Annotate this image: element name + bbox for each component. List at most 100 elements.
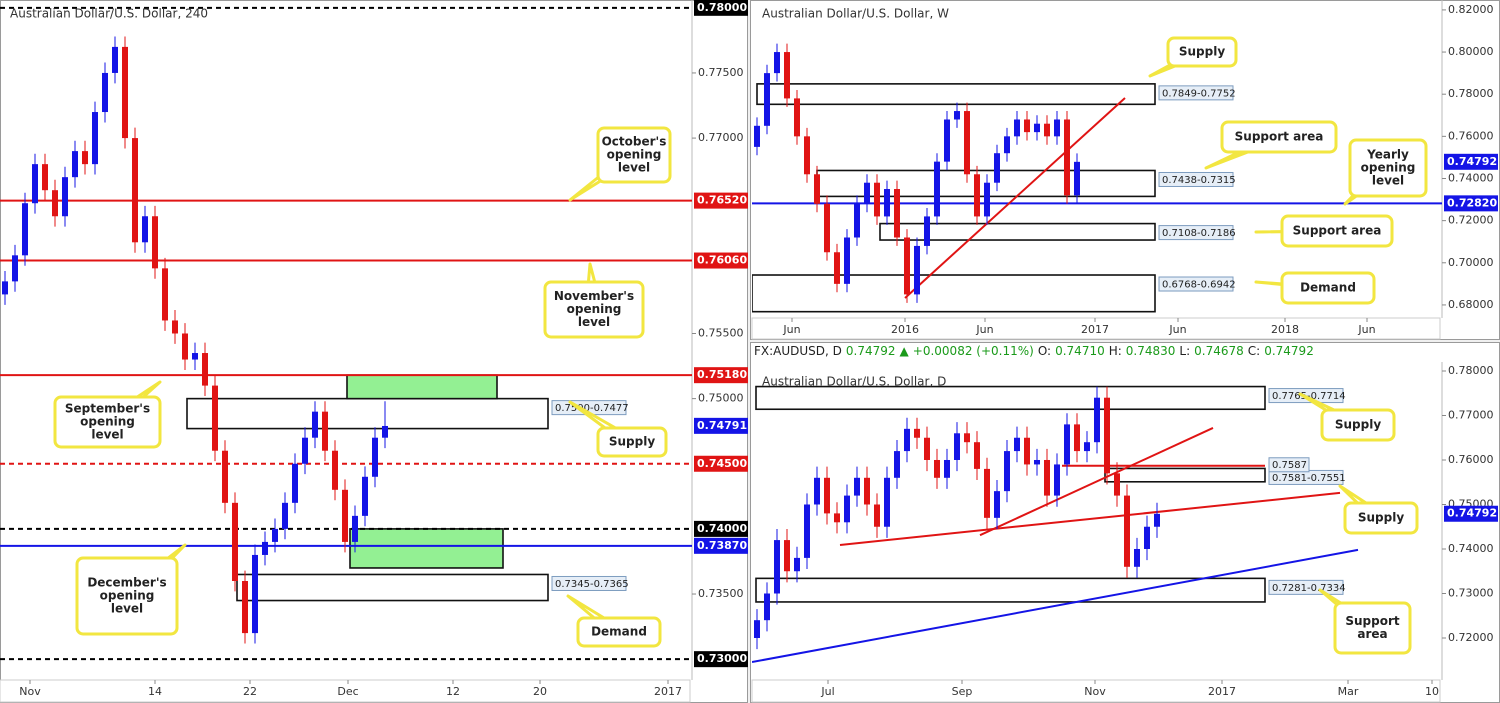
candle-body bbox=[924, 437, 930, 460]
y-tick-label: 0.74000 bbox=[1448, 171, 1494, 184]
candle-body bbox=[1114, 473, 1120, 496]
candle-body bbox=[944, 119, 950, 162]
candle-body bbox=[934, 459, 940, 478]
candle-body bbox=[62, 177, 68, 217]
panel: 0.780000.770000.760000.750000.740000.730… bbox=[750, 342, 1500, 703]
candle-body bbox=[262, 541, 268, 555]
callout-cover bbox=[580, 620, 658, 644]
candle-body bbox=[1024, 119, 1030, 133]
candle-body bbox=[754, 620, 760, 638]
candle-body bbox=[864, 477, 870, 505]
zone-label: 0.7438-0.7315 bbox=[1162, 175, 1236, 186]
y-tick-label: 0.70000 bbox=[1448, 256, 1494, 269]
plot-area bbox=[752, 385, 1359, 664]
zone-label-bg bbox=[551, 575, 627, 591]
callout-text: Supply bbox=[1179, 45, 1225, 59]
y-tick-label: 0.76000 bbox=[1448, 129, 1494, 142]
y-tick-label: 0.75000 bbox=[698, 392, 744, 405]
info-item: 0.74710 bbox=[1055, 344, 1105, 358]
callout-text: Demand bbox=[1300, 281, 1356, 295]
candle-body bbox=[352, 515, 358, 542]
candle-body bbox=[212, 385, 218, 451]
candle-body bbox=[784, 52, 790, 99]
zone-label-bg bbox=[1158, 85, 1234, 101]
zone-label: 0.7281-0.7334 bbox=[1272, 583, 1346, 594]
candle-body bbox=[282, 502, 288, 529]
info-item: +0.00082 (+0.11%) bbox=[913, 344, 1034, 358]
info-item: FX:AUDUSD, D bbox=[754, 344, 842, 358]
last-price-tag bbox=[1444, 153, 1498, 170]
info-item: 0.74830 bbox=[1126, 344, 1176, 358]
candle-body bbox=[192, 353, 198, 360]
level-label-bg bbox=[1268, 457, 1310, 473]
x-tick-label: 20 bbox=[533, 685, 547, 698]
candle-body bbox=[302, 437, 308, 464]
callout-text: level bbox=[578, 315, 610, 329]
candle-body bbox=[874, 182, 880, 217]
candle-body bbox=[974, 442, 980, 469]
candle-body bbox=[924, 216, 930, 246]
candle-body bbox=[242, 580, 248, 634]
candle-body bbox=[12, 255, 18, 282]
candle-body bbox=[844, 237, 850, 284]
level-tag bbox=[694, 537, 748, 554]
callout-cover bbox=[1170, 40, 1234, 64]
x-tick-label: 22 bbox=[243, 685, 257, 698]
x-tick-label: 14 bbox=[148, 685, 162, 698]
x-tick-label: Jun bbox=[1168, 323, 1186, 336]
candle-body bbox=[72, 151, 78, 178]
zone-label: 0.7581-0.7551 bbox=[1272, 473, 1346, 484]
callout-text: opening bbox=[80, 415, 135, 429]
panel: 0.77500 0.77000 0.75500 0.75000 0.73500 Nov 14… bbox=[0, 0, 748, 703]
candle-body bbox=[232, 502, 238, 581]
callout-text: level bbox=[91, 428, 123, 442]
candle-body bbox=[1144, 526, 1150, 549]
candle-body bbox=[904, 237, 910, 295]
last-price-label: 0.74792 bbox=[1447, 155, 1497, 168]
zone-label: 0.7345-0.7365 bbox=[555, 579, 629, 590]
level-tag bbox=[694, 192, 748, 209]
candle-body bbox=[1054, 119, 1060, 137]
x-tick-label: 2018 bbox=[1271, 323, 1299, 336]
candle-body bbox=[794, 98, 800, 137]
callout-cover bbox=[1284, 275, 1372, 301]
x-tick-label: Nov bbox=[1084, 685, 1106, 698]
zone bbox=[1104, 467, 1266, 483]
y-tick-label: 0.76000 bbox=[1448, 453, 1494, 466]
level-label: 0.7587 bbox=[1272, 460, 1307, 471]
candle-body bbox=[1044, 459, 1050, 496]
chart-title: Australian Dollar/U.S. Dollar, 240 bbox=[10, 7, 208, 21]
x-tick-label: Jun bbox=[975, 323, 993, 336]
callout-text: Support area bbox=[1293, 224, 1382, 238]
x-tick-label: Dec bbox=[337, 685, 358, 698]
zone bbox=[755, 385, 1266, 411]
candle-body bbox=[322, 411, 328, 451]
y-tick-label: 0.78000 bbox=[1448, 87, 1494, 100]
candle-body bbox=[794, 557, 800, 572]
candle-body bbox=[112, 46, 118, 73]
callout-text: opening bbox=[1361, 161, 1416, 175]
zone-label-bg bbox=[1158, 225, 1234, 241]
candle-body bbox=[804, 504, 810, 558]
candle-body bbox=[964, 433, 970, 443]
candle-body bbox=[1024, 437, 1030, 465]
candle-body bbox=[854, 203, 860, 238]
callout-cover bbox=[79, 560, 175, 632]
info-item: O: bbox=[1038, 344, 1051, 358]
callout-text: October's bbox=[602, 135, 667, 149]
candle-body bbox=[1004, 136, 1010, 154]
info-item: C: bbox=[1248, 344, 1260, 358]
candle-body bbox=[894, 189, 900, 238]
y-tick-label: 0.73500 bbox=[698, 587, 744, 600]
candle-body bbox=[1014, 437, 1020, 452]
callout-cover bbox=[600, 130, 668, 180]
info-item: ▲ bbox=[900, 344, 910, 358]
plot-area bbox=[0, 6, 692, 661]
x-tick-label: 10 bbox=[1425, 685, 1439, 698]
last-price-tag bbox=[1444, 505, 1498, 522]
candle-body bbox=[312, 411, 318, 438]
candle-body bbox=[2, 281, 8, 295]
zone-label: 0.7108-0.7186 bbox=[1162, 228, 1236, 239]
candle-body bbox=[252, 554, 258, 634]
candle-body bbox=[332, 450, 338, 490]
